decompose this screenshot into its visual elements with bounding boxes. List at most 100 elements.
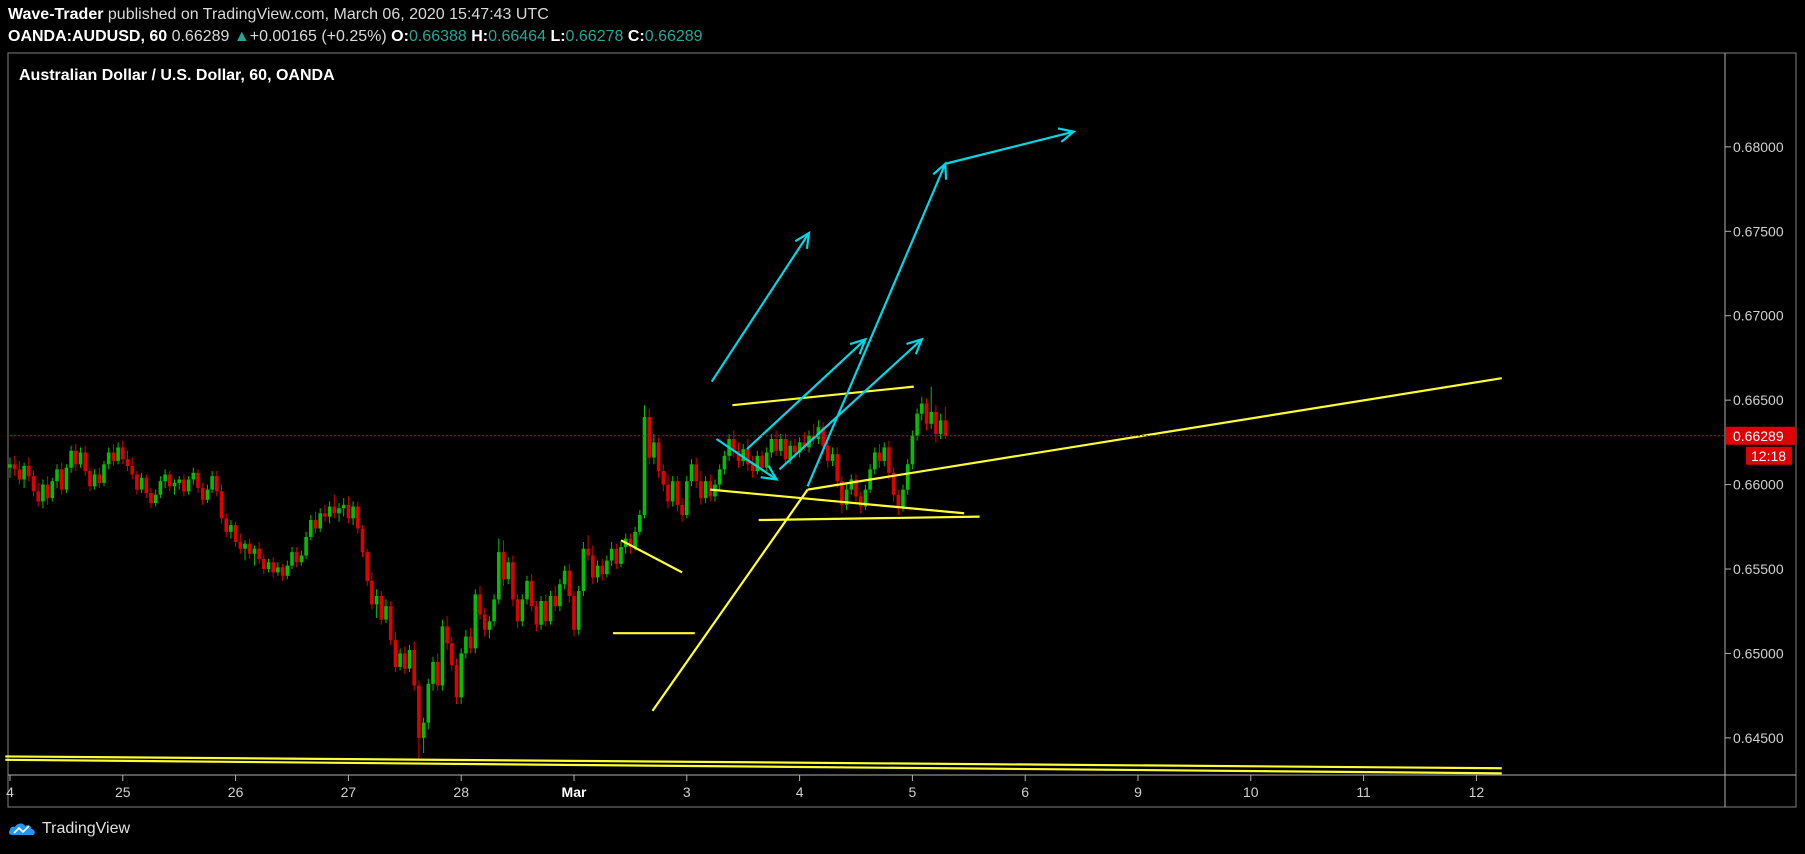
candle-body (642, 417, 647, 515)
candle (717, 464, 722, 490)
price-tick-label: 0.66000 (1733, 477, 1784, 493)
candle-body (830, 454, 835, 461)
candle-body (558, 584, 562, 607)
candle (534, 601, 539, 632)
candle-body (271, 562, 275, 573)
candle (247, 538, 252, 559)
candle (417, 680, 421, 760)
candle-body (844, 489, 849, 505)
candle-body (680, 504, 684, 515)
candle-body (17, 469, 22, 480)
candle-body (619, 547, 623, 564)
candle (50, 477, 55, 502)
candle-body (121, 447, 125, 460)
trendline (732, 385, 914, 407)
candle (257, 541, 261, 564)
candle (374, 589, 379, 618)
candle-body (356, 506, 360, 529)
candle-body (614, 548, 619, 564)
open-label: O: (391, 28, 409, 45)
candle-body (544, 601, 548, 622)
candle (858, 491, 863, 514)
price-tick-label: 0.67500 (1733, 223, 1784, 239)
candle-body (393, 639, 398, 667)
candle (27, 457, 31, 482)
candle (943, 406, 948, 439)
candle (74, 444, 78, 472)
candle (172, 479, 177, 495)
candle-body (652, 442, 656, 458)
candle-body (219, 491, 224, 519)
candle (694, 457, 698, 488)
up-triangle-icon: ▲ (233, 28, 250, 45)
candle-body (186, 479, 191, 492)
candle (252, 545, 257, 566)
candle (586, 535, 590, 561)
candle (539, 596, 543, 630)
candle (97, 467, 102, 488)
candle (327, 501, 332, 524)
candle-body (656, 442, 661, 472)
candle-body (97, 474, 102, 483)
candle-body (304, 536, 308, 556)
candle (769, 433, 774, 458)
candle-body (661, 471, 666, 485)
candle (323, 504, 327, 522)
candle-body (478, 594, 482, 615)
candle-body (788, 445, 792, 460)
candle (891, 467, 896, 502)
trendline (5, 755, 1502, 770)
candle-body (779, 438, 783, 451)
candle-body (755, 455, 760, 472)
candle (783, 433, 788, 465)
candle-body (750, 464, 755, 472)
candle-body (149, 493, 153, 504)
candle (210, 471, 214, 494)
candle (562, 565, 567, 590)
candle (17, 460, 22, 485)
candle (191, 467, 196, 485)
symbol-label: OANDA:AUDUSD, 60 (8, 28, 168, 45)
candle-body (849, 479, 854, 490)
candle (356, 501, 360, 534)
time-tick-label: 12 (1469, 784, 1485, 800)
tradingview-brand[interactable]: TradingView (8, 820, 130, 838)
candle-body (666, 484, 670, 502)
candle (233, 521, 238, 548)
candle (482, 607, 487, 637)
candle (511, 555, 515, 607)
candle-body (31, 476, 36, 492)
candle-body (492, 599, 496, 622)
candle (215, 471, 219, 497)
candle (163, 469, 167, 488)
candle (515, 594, 520, 629)
candle (440, 619, 445, 691)
candle (41, 479, 45, 509)
candle-body (360, 528, 365, 553)
candle-body (332, 506, 337, 514)
current-price-layer: 0.66289 12:18 (10, 426, 1796, 465)
candle (337, 503, 341, 522)
author-name[interactable]: Wave-Trader (8, 6, 104, 23)
price-change: +0.00165 (+0.25%) (249, 28, 387, 45)
candle-body (910, 435, 915, 465)
candle (910, 430, 915, 470)
countdown-badge (1746, 446, 1792, 465)
candle-body (454, 665, 459, 698)
candle-body (341, 504, 346, 509)
candle (811, 423, 816, 445)
candle-body (318, 513, 322, 529)
candle-body (873, 452, 877, 470)
candle (722, 450, 727, 475)
forecast-arrow (945, 127, 1077, 165)
candle (920, 396, 924, 421)
open-value: 0.66388 (408, 28, 467, 45)
candle (675, 476, 680, 512)
candle (924, 398, 929, 431)
candle (605, 555, 609, 578)
candle-body (45, 484, 50, 499)
candle (779, 433, 783, 456)
candle-body (482, 614, 487, 630)
candle-body (299, 555, 304, 563)
